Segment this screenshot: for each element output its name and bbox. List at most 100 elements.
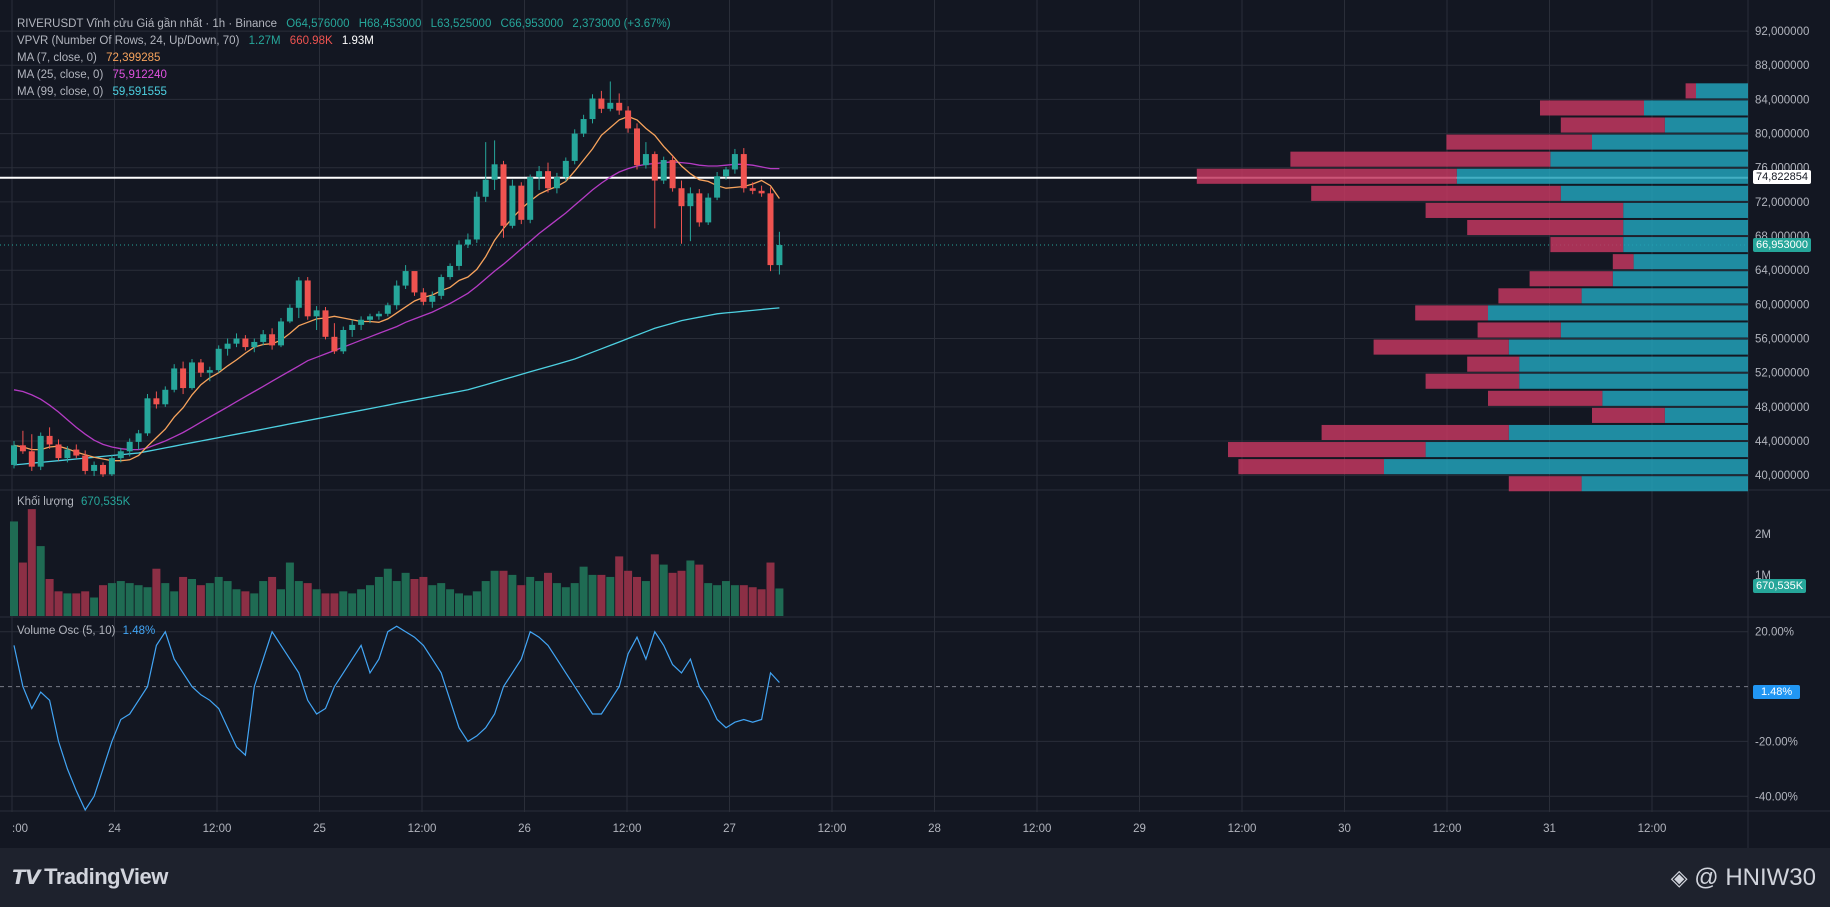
candle-body [91,465,97,471]
vpvr-down-bar [1467,357,1519,372]
ma99-legend[interactable]: MA (99, close, 0) 59,591555 [17,84,173,100]
candle-body [741,154,747,188]
vpvr-legend[interactable]: VPVR (Number Of Rows, 24, Up/Down, 70) 1… [17,33,380,49]
volume-bar [482,581,490,616]
candle-body [554,177,560,188]
candle-body [723,169,729,176]
volume-bar [375,577,383,616]
candle-body [509,186,515,226]
vpvr-up-bar [1665,408,1748,423]
volume-bar [126,583,134,616]
price-tick-label: 92,000000 [1755,26,1809,38]
candle-body [225,344,231,349]
price-tick-label: 72,000000 [1755,197,1809,209]
last-price-badge: 66,953000 [1753,238,1811,252]
candle-body [634,128,640,165]
vpvr-down-bar [1467,220,1623,235]
volume-bar [135,585,143,616]
volume-bar [268,577,276,616]
volume-bar [215,577,223,616]
candle-body [314,310,320,316]
price-tick-label: 40,000000 [1755,470,1809,482]
volume-bar [597,575,605,616]
volume-bar [170,591,178,616]
volume-bar [188,579,196,616]
volume-bar [669,573,677,616]
volume-bar [517,585,525,616]
candle-body [171,368,177,389]
ma99-value: 59,591555 [113,86,167,98]
time-tick-label: 12:00 [1638,823,1667,835]
vpvr-down-bar [1311,186,1561,201]
osc-label: Volume Osc (5, 10) [17,625,115,637]
vpvr-up-bar [1550,152,1748,167]
vpvr-up-bar [1519,357,1748,372]
volume-bar [455,593,463,616]
candle-body [29,451,35,466]
volume-bar [37,546,45,616]
price-tick-label: 52,000000 [1755,368,1809,380]
candle-body [420,292,426,301]
volume-bar [767,563,775,616]
volume-bar [464,595,472,616]
volume-bar [286,563,294,616]
vpvr-up-bar [1665,117,1748,132]
volume-bar [615,556,623,616]
candle-body [536,171,542,177]
volume-bar [589,575,597,616]
ma7-legend[interactable]: MA (7, close, 0) 72,399285 [17,50,166,66]
volume-bar [446,589,454,616]
candle-body [251,342,257,347]
volume-legend[interactable]: Khối lượng 670,535K [17,496,130,508]
volume-bar [348,593,356,616]
volume-bar [81,591,89,616]
candle-body [652,154,658,180]
osc-tick-label: 20.00% [1755,627,1794,639]
candle-body [412,271,418,292]
volume-bar [428,585,436,616]
candle-body [687,193,693,206]
volume-bar [411,579,419,616]
price-tick-label: 56,000000 [1755,334,1809,346]
vpvr-down-bar [1561,117,1665,132]
volume-bar [402,573,410,616]
volume-bar [233,589,241,616]
candle-body [162,390,168,405]
candle-body [572,134,578,161]
volume-bar [544,573,552,616]
volume-bar [695,565,703,616]
vpvr-down-bar [1488,391,1602,406]
vpvr-down-bar [1228,442,1426,457]
price-tick-label: 84,000000 [1755,94,1809,106]
change-value: 2,373000 (+3.67%) [572,18,670,30]
vpvr-down-bar [1290,152,1550,167]
candle-body [492,164,498,179]
vpvr-down-bar [1478,322,1561,337]
price-tick-label: 88,000000 [1755,60,1809,72]
time-tick-label: 30 [1338,823,1351,835]
volume-bar [366,585,374,616]
candle-body [563,161,569,177]
volume-bar [678,571,686,616]
tradingview-logo[interactable]: 𝙏𝙑 TradingView [12,864,168,890]
vpvr-up-bar [1623,203,1748,218]
ma25-legend[interactable]: MA (25, close, 0) 75,912240 [17,67,173,83]
symbol-title[interactable]: RIVERUSDT Vĩnh cửu Giá gần nhất · 1h · B… [17,18,277,30]
vpvr-down-bar [1530,271,1613,286]
volume-bar [55,591,63,616]
volume-bar [357,589,365,616]
osc-legend[interactable]: Volume Osc (5, 10) 1.48% [17,625,155,637]
ma7-label: MA (7, close, 0) [17,52,97,64]
candle-body [82,456,88,471]
volume-bar [624,571,632,616]
time-tick-label: 24 [108,823,121,835]
candle-body [323,310,329,336]
candle-body [340,330,346,351]
volume-bar [144,587,152,616]
volume-bar [322,593,330,616]
candle-body [607,103,613,109]
candle-body [331,337,337,352]
volume-bar [562,587,570,616]
vpvr-up-bar [1592,135,1748,150]
